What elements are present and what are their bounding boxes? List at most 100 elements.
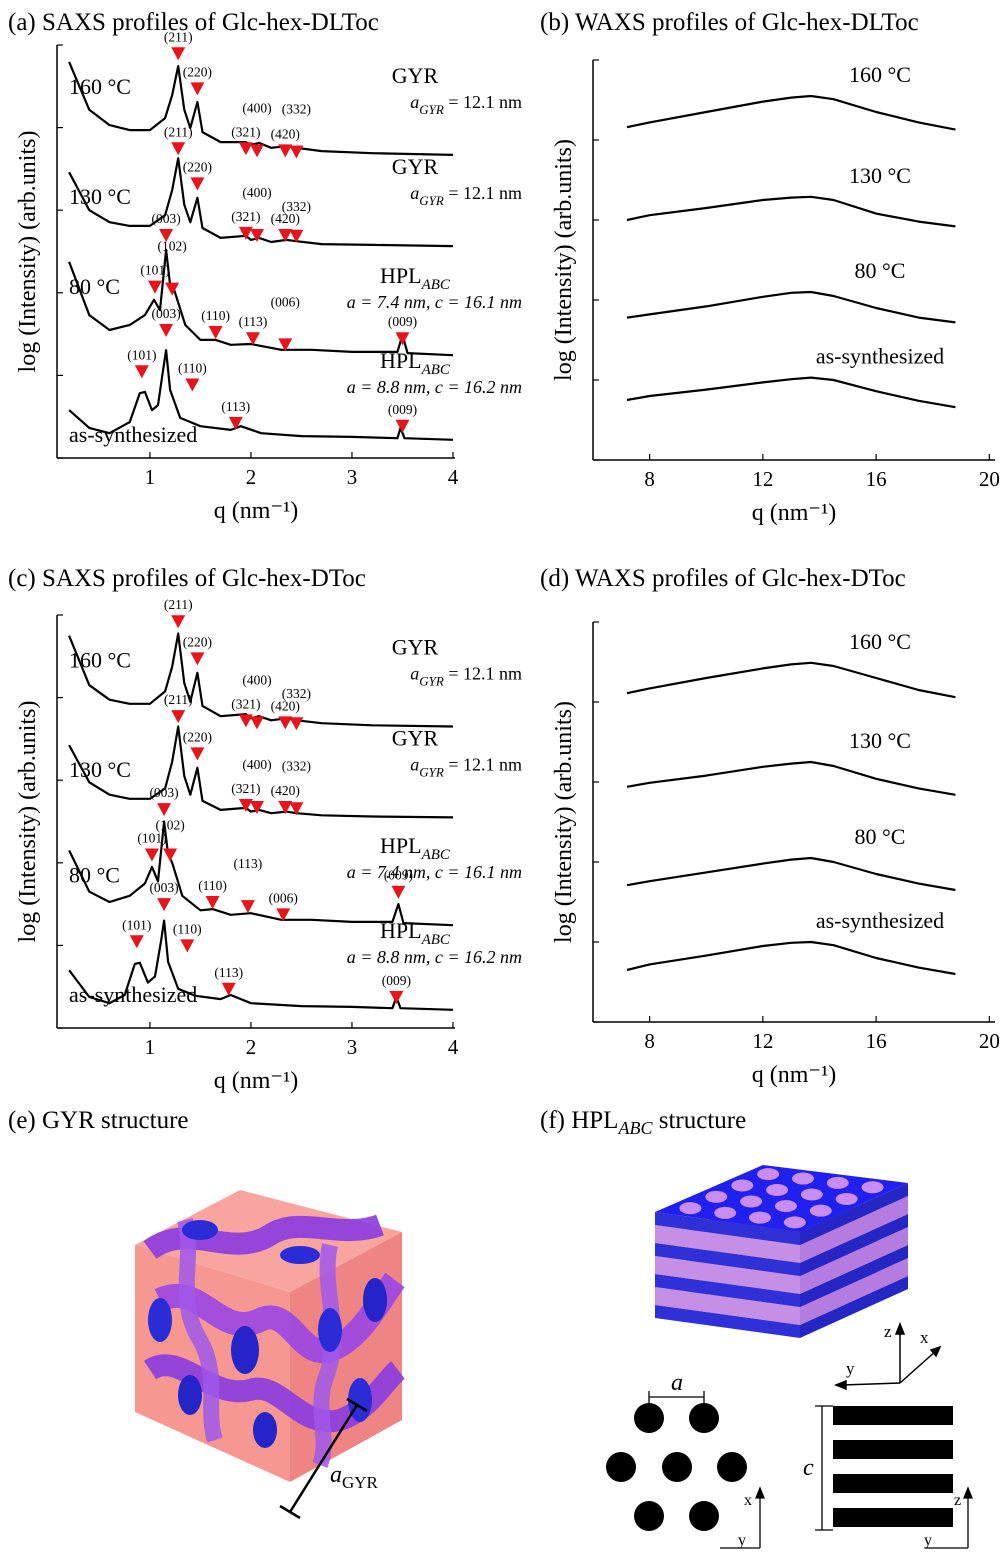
axis-label: z <box>954 1492 961 1509</box>
pore <box>731 1179 754 1192</box>
profile-line <box>626 661 956 699</box>
profile-line <box>626 856 956 892</box>
lattice-parameters-main: a <box>410 754 419 774</box>
peak-label: (420) <box>271 698 300 713</box>
x-tick-label: 1 <box>145 1035 156 1059</box>
peak-marker <box>250 228 265 242</box>
peak-label: (009) <box>384 868 413 883</box>
axis-label: y <box>738 1532 746 1549</box>
phase-label-sub: ABC <box>421 932 451 948</box>
peak-label: (006) <box>271 294 300 309</box>
peak-label: (009) <box>388 314 417 329</box>
profile-line <box>68 248 454 357</box>
bracket-cap <box>346 1397 368 1413</box>
title-text: structure <box>652 1107 746 1134</box>
x-tick-label: 4 <box>448 465 459 489</box>
peak-label: (211) <box>164 29 193 44</box>
x-tick-label: 16 <box>866 1029 887 1053</box>
lattice-parameters-sub: GYR <box>419 674 444 689</box>
x-axis-label: q (nm⁻¹) <box>214 1068 299 1094</box>
phase-label-sub: ABC <box>421 362 451 378</box>
layer-bracket <box>815 1405 833 1531</box>
phase-label-main: GYR <box>392 635 439 660</box>
cylinder <box>606 1452 636 1482</box>
layer-gap <box>655 1287 800 1325</box>
bracket-line <box>288 1404 359 1513</box>
plate-side <box>800 1245 908 1307</box>
curve-label: 130 °C <box>849 163 911 188</box>
pore <box>861 1181 884 1194</box>
peak-marker <box>190 82 205 96</box>
axis-label: y <box>846 1359 855 1378</box>
chart: (b) WAXS profiles of Glc-hex-DLToc 8 12 16 2… <box>540 9 1000 526</box>
lattice-parameters-main: a = 8.8 nm, c = 16.2 nm <box>347 947 522 967</box>
cylinder <box>689 1501 719 1531</box>
peak-label: (102) <box>156 818 185 833</box>
curve-label: 160 °C <box>69 74 131 99</box>
channel-end <box>231 1326 259 1374</box>
x-tick-label: 8 <box>644 1029 655 1053</box>
bracket-cap <box>279 1504 301 1520</box>
peak-label: (211) <box>164 692 193 707</box>
peak-label: (420) <box>271 211 300 226</box>
phase-label: HPLABC <box>380 918 451 948</box>
phase-label-main: GYR <box>392 154 439 179</box>
lattice-parameters-main: a = 7.4 nm, c = 16.1 nm <box>347 862 522 882</box>
peak-marker <box>240 900 255 914</box>
x-tick-label: 2 <box>246 465 257 489</box>
profile-line <box>626 940 956 976</box>
peak-marker <box>205 896 220 910</box>
x-tick-label: 8 <box>644 467 655 491</box>
y-axis-label: log (Intensity) (arb.units) <box>15 701 41 943</box>
peak-marker <box>250 801 265 815</box>
peak-marker <box>278 801 293 815</box>
peak-marker <box>144 848 159 862</box>
peak-marker <box>238 226 253 240</box>
peak-label: (113) <box>239 314 268 329</box>
peak-label: (321) <box>231 209 260 224</box>
peak-marker <box>157 898 172 912</box>
peak-label: (009) <box>382 973 411 988</box>
peak-label: (101) <box>140 263 169 278</box>
layer <box>833 1440 953 1459</box>
peak-marker <box>289 145 304 159</box>
peak-label: (101) <box>122 917 151 932</box>
chart-title: (c) SAXS profiles of Glc-hex-DToc <box>8 565 366 592</box>
cylinder <box>634 1501 664 1531</box>
lattice-parameters-sub: GYR <box>419 764 444 779</box>
peak-marker <box>185 378 200 392</box>
peak-label: (009) <box>388 402 417 417</box>
profile-line <box>626 376 956 409</box>
phase-label-main: GYR <box>392 725 439 750</box>
gyroid-channel <box>312 1243 342 1468</box>
chart-title: (d) WAXS profiles of Glc-hex-DToc <box>540 565 906 592</box>
phase-label-main: HPL <box>380 263 422 288</box>
title-text: (e) GYR structure <box>8 1107 189 1134</box>
phase-label: GYR <box>392 154 439 179</box>
x-tick-label: 2 <box>246 1035 257 1059</box>
pore <box>740 1195 763 1208</box>
x-tick-label: 3 <box>347 1035 358 1059</box>
peak-label: (220) <box>183 159 212 174</box>
peak-label: (110) <box>173 921 202 936</box>
axes-3d <box>833 1321 942 1391</box>
peak-marker <box>395 332 410 346</box>
peak-label: (400) <box>242 100 271 115</box>
peak-marker <box>180 939 195 953</box>
pore <box>774 1200 797 1213</box>
pore <box>809 1204 832 1217</box>
peak-marker <box>289 229 304 243</box>
phase-label-sub: ABC <box>421 847 451 863</box>
arrow-head <box>755 1486 765 1499</box>
axis-label: z <box>884 1322 892 1341</box>
profile-line <box>626 94 956 131</box>
phase-label: GYR <box>392 63 439 88</box>
x-tick-label: 12 <box>752 1029 773 1053</box>
channel-end <box>182 1220 218 1240</box>
peak-marker <box>238 714 253 728</box>
curve-label: as-synthesized <box>816 344 944 369</box>
peak-marker <box>147 280 162 294</box>
peak-marker <box>391 885 406 899</box>
peak-marker <box>250 144 265 158</box>
arrow-head <box>963 1486 973 1499</box>
